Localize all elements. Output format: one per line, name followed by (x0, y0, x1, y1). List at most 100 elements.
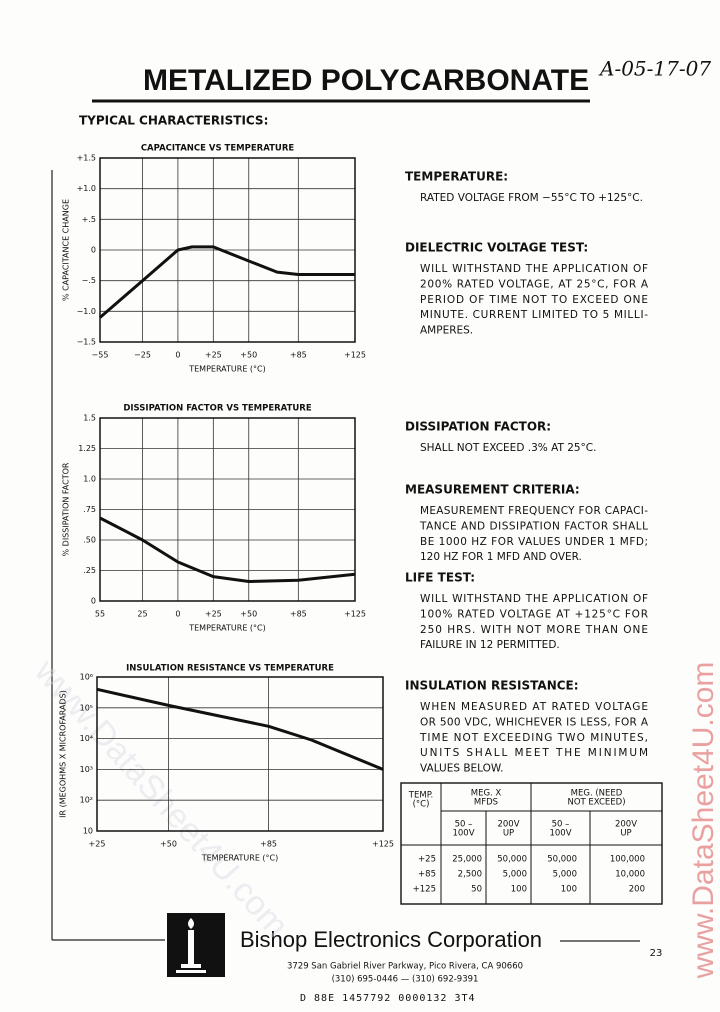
x-tick-label: 25 (137, 610, 147, 619)
section-text: MEASUREMENT FREQUENCY FOR CAPACI- (420, 505, 648, 517)
section-heading: INSULATION RESISTANCE: (405, 679, 579, 693)
section-text: OR 500 VDC, WHICHEVER IS LESS, FOR A (420, 716, 649, 728)
section-heading: DISSIPATION FACTOR: (405, 420, 551, 434)
table-cell: 50 (471, 885, 482, 895)
x-tick-label: +25 (89, 840, 106, 849)
x-tick-label: +25 (205, 351, 222, 360)
x-tick-label: +50 (240, 610, 257, 619)
y-tick-label: .50 (83, 536, 96, 545)
section-heading: MEASUREMENT CRITERIA: (405, 483, 580, 497)
section-text: FAILURE IN 12 PERMITTED. (420, 639, 560, 651)
x-tick-label: +50 (160, 840, 177, 849)
x-tick-label: −55 (92, 351, 109, 360)
y-tick-label: 1.25 (78, 444, 96, 453)
x-tick-label: +85 (290, 610, 307, 619)
x-tick-label: +50 (240, 351, 257, 360)
section-text: 200% RATED VOLTAGE, AT 25°C, FOR A (420, 278, 649, 290)
y-tick-label: .25 (83, 566, 96, 575)
company-logo (167, 913, 225, 977)
y-tick-label: −1.5 (77, 338, 96, 347)
section-text: WILL WITHSTAND THE APPLICATION OF (420, 593, 648, 605)
section-text: UNITS SHALL MEET THE MINIMUM (420, 747, 648, 759)
y-tick-label: +.5 (82, 215, 96, 224)
y-tick-label: +1.5 (77, 154, 96, 163)
company-name: Bishop Electronics Corporation (240, 927, 542, 952)
y-tick-label: 10⁶ (80, 673, 93, 682)
section-text: BE 1000 HZ FOR VALUES UNDER 1 MFD; (420, 536, 648, 548)
data-line (96, 687, 384, 771)
section-text: WHEN MEASURED AT RATED VOLTAGE (420, 701, 648, 713)
chart: INSULATION RESISTANCE VS TEMPERATURE IR (… (59, 664, 394, 863)
section-text: RATED VOLTAGE FROM −55°C TO +125°C. (420, 192, 643, 204)
page-number: 23 (650, 948, 663, 959)
x-tick-label: 55 (95, 610, 105, 619)
plot-frame (99, 417, 356, 602)
section-text: WILL WITHSTAND THE APPLICATION OF (420, 263, 648, 275)
section-text: PERIOD OF TIME NOT TO EXCEED ONE (420, 294, 648, 306)
table-cell: 5,000 (503, 870, 527, 880)
section-text: VALUES BELOW. (420, 763, 503, 775)
chart-title: CAPACITANCE VS TEMPERATURE (141, 144, 295, 154)
y-tick-label: 0 (91, 597, 96, 606)
section-heading: TEMPERATURE: (405, 170, 508, 184)
table-cell: 100 (561, 885, 577, 895)
table-cell: 2,500 (458, 870, 482, 880)
section-heading: DIELECTRIC VOLTAGE TEST: (405, 241, 588, 255)
y-axis-title: IR (MEGOHMS X MICROFARADS) (59, 690, 68, 818)
x-tick-label: +125 (344, 351, 366, 360)
table-cell: +125 (413, 885, 436, 895)
section-text: MINUTE. CURRENT LIMITED TO 5 MILLI- (420, 309, 648, 321)
section-subtitle: TYPICAL CHARACTERISTICS: (79, 114, 268, 128)
data-line (99, 516, 356, 583)
y-tick-label: 1.0 (83, 475, 96, 484)
table-cell: 100,000 (610, 855, 645, 865)
catalog-code: D 88E 1457792 0000132 3T4 (300, 993, 476, 1004)
y-tick-label: 10⁵ (80, 703, 93, 712)
y-tick-label: 10² (80, 796, 93, 805)
watermark: www.DataSheet4U.com (687, 662, 720, 980)
charts: CAPACITANCE VS TEMPERATURE % CAPACITANCE … (59, 144, 394, 863)
handwritten-note: A-05-17-07 (598, 57, 711, 81)
x-tick-label: +85 (290, 351, 307, 360)
section-text: 120 HZ FOR 1 MFD AND OVER. (420, 551, 582, 563)
plot-frame (96, 676, 384, 832)
chart-title: INSULATION RESISTANCE VS TEMPERATURE (126, 664, 334, 674)
table-cell: 100 (511, 885, 527, 895)
y-tick-label: −.5 (82, 276, 96, 285)
y-tick-label: .75 (83, 505, 96, 514)
y-tick-label: 1.5 (83, 414, 96, 423)
spec-sections: TEMPERATURE: RATED VOLTAGE FROM −55°C TO … (405, 170, 649, 775)
table-cell: +85 (418, 870, 436, 880)
table-header: 200V UP (497, 819, 519, 838)
table-header: 200V UP (615, 819, 637, 838)
y-tick-label: 10 (83, 827, 93, 836)
y-tick-label: −1.0 (77, 307, 96, 316)
section-heading: LIFE TEST: (405, 571, 475, 585)
table-header: MEG. (NEED NOT EXCEED) (567, 788, 625, 807)
x-axis-title: TEMPERATURE (°C) (188, 624, 266, 633)
x-axis-title: TEMPERATURE (°C) (201, 854, 279, 863)
section-text: TIME NOT EXCEEDING TWO MINUTES, (419, 732, 648, 744)
table-cell: 5,000 (553, 870, 577, 880)
x-tick-label: −25 (134, 351, 151, 360)
y-tick-label: 10³ (80, 765, 93, 774)
x-tick-label: +125 (344, 610, 366, 619)
plot-frame (99, 157, 356, 343)
x-axis-title: TEMPERATURE (°C) (188, 365, 266, 374)
chart: CAPACITANCE VS TEMPERATURE % CAPACITANCE … (62, 144, 366, 374)
table-cell: 50,000 (497, 855, 527, 865)
y-tick-label: 10⁴ (80, 734, 93, 743)
x-tick-label: 0 (175, 351, 180, 360)
table-header: MEG. X MFDS (471, 788, 502, 807)
section-text: 250 HRS. WITH NOT MORE THAN ONE (420, 624, 648, 636)
x-tick-label: +85 (260, 840, 277, 849)
chart-title: DISSIPATION FACTOR VS TEMPERATURE (123, 404, 312, 414)
table-cell: 10,000 (615, 870, 645, 880)
section-text: AMPERES. (420, 325, 473, 337)
data-line (99, 245, 355, 319)
spec-table: TEMP. (°C) MEG. X MFDS MEG. (NEED NOT EXCEED)… (400, 782, 663, 905)
section-text: TANCE AND DISSIPATION FACTOR SHALL (419, 520, 648, 532)
table-cell: 25,000 (452, 855, 482, 865)
table-cell: +25 (418, 855, 436, 865)
